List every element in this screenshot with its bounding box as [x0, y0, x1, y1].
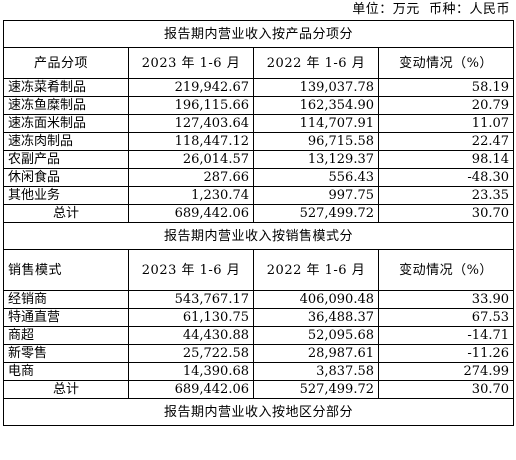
change-pct: -11.26: [377, 344, 515, 363]
header-cell: 2023 年 1-6 月: [128, 47, 254, 79]
header-cell: 2023 年 1-6 月: [128, 249, 254, 291]
section-title-row: 报告期内营业收入按产品分项分: [2, 20, 515, 48]
value-2023: 25,722.58: [128, 344, 254, 363]
value-2022: 3,837.58: [253, 362, 379, 381]
change-pct: 274.99: [377, 362, 515, 381]
total-row: 总计 689,442.06 527,499.72 30.70: [3, 380, 515, 399]
table-row: 速冻肉制品 118,447.12 96,715.58 22.47: [3, 132, 515, 151]
total-change-pct: 30.70: [377, 204, 515, 223]
table-row: 速冻面米制品 127,403.64 114,707.91 11.07: [3, 114, 515, 133]
value-2022: 13,129.37: [253, 150, 379, 169]
value-2023: 219,942.67: [128, 78, 254, 97]
value-2022: 52,095.68: [253, 326, 379, 345]
header-row: 产品分项 2023 年 1-6 月 2022 年 1-6 月 变动情况（%）: [3, 47, 515, 79]
change-pct: -48.30: [377, 168, 515, 187]
total-2022: 527,499.72: [253, 380, 379, 399]
currency-label: 币种：人民币: [428, 2, 510, 17]
table-row: 速冻菜肴制品 219,942.67 139,037.78 58.19: [3, 78, 515, 97]
value-2022: 997.75: [253, 186, 379, 205]
row-label: 休闲食品: [3, 168, 129, 187]
header-cell: 变动情况（%）: [377, 47, 515, 79]
value-2022: 406,090.48: [253, 290, 379, 309]
row-label: 速冻菜肴制品: [3, 78, 129, 97]
value-2022: 114,707.91: [253, 114, 379, 133]
total-change-pct: 30.70: [377, 380, 515, 399]
value-2023: 44,430.88: [128, 326, 254, 345]
total-label: 总计: [3, 204, 129, 223]
row-label: 特通直营: [3, 308, 129, 327]
total-label: 总计: [3, 380, 129, 399]
table-row: 特通直营 61,130.75 36,488.37 67.53: [3, 308, 515, 327]
value-2023: 287.66: [128, 168, 254, 187]
row-label: 速冻肉制品: [3, 132, 129, 151]
value-2022: 556.43: [253, 168, 379, 187]
section-title-sales: 报告期内营业收入按销售模式分: [2, 222, 515, 250]
row-label: 商超: [3, 326, 129, 345]
table-row: 农副产品 26,014.57 13,129.37 98.14: [3, 150, 515, 169]
table-row: 新零售 25,722.58 28,987.61 -11.26: [3, 344, 515, 363]
row-label: 速冻鱼糜制品: [3, 96, 129, 115]
total-row: 总计 689,442.06 527,499.72 30.70: [3, 204, 515, 223]
row-label: 其他业务: [3, 186, 129, 205]
value-2023: 1,230.74: [128, 186, 254, 205]
table-row: 电商 14,390.68 3,837.58 274.99: [3, 362, 515, 381]
row-label: 电商: [3, 362, 129, 381]
table-row: 休闲食品 287.66 556.43 -48.30: [3, 168, 515, 187]
header-cell: 变动情况（%）: [377, 249, 515, 291]
section-title-region: 报告期内营业收入按地区分部分: [2, 398, 515, 426]
table-row: 经销商 543,767.17 406,090.48 33.90: [3, 290, 515, 309]
unit-line: 单位：万元 币种：人民币: [352, 0, 510, 22]
change-pct: -14.71: [377, 326, 515, 345]
revenue-table: 报告期内营业收入按产品分项分 产品分项 2023 年 1-6 月 2022 年 …: [2, 20, 515, 426]
header-cell: 产品分项: [3, 47, 129, 79]
change-pct: 20.79: [377, 96, 515, 115]
value-2023: 61,130.75: [128, 308, 254, 327]
header-cell: 2022 年 1-6 月: [253, 47, 379, 79]
value-2022: 36,488.37: [253, 308, 379, 327]
row-label: 农副产品: [3, 150, 129, 169]
row-label: 新零售: [3, 344, 129, 363]
value-2022: 96,715.58: [253, 132, 379, 151]
change-pct: 22.47: [377, 132, 515, 151]
value-2023: 196,115.66: [128, 96, 254, 115]
header-row: 销售模式 2023 年 1-6 月 2022 年 1-6 月 变动情况（%）: [3, 249, 515, 291]
value-2022: 162,354.90: [253, 96, 379, 115]
header-cell: 销售模式: [3, 249, 129, 291]
total-2022: 527,499.72: [253, 204, 379, 223]
change-pct: 58.19: [377, 78, 515, 97]
total-2023: 689,442.06: [128, 380, 254, 399]
change-pct: 23.35: [377, 186, 515, 205]
header-cell: 2022 年 1-6 月: [253, 249, 379, 291]
section-title-row: 报告期内营业收入按地区分部分: [2, 398, 515, 426]
value-2023: 118,447.12: [128, 132, 254, 151]
total-2023: 689,442.06: [128, 204, 254, 223]
change-pct: 98.14: [377, 150, 515, 169]
value-2023: 26,014.57: [128, 150, 254, 169]
change-pct: 33.90: [377, 290, 515, 309]
value-2023: 543,767.17: [128, 290, 254, 309]
value-2022: 28,987.61: [253, 344, 379, 363]
table-row: 速冻鱼糜制品 196,115.66 162,354.90 20.79: [3, 96, 515, 115]
value-2023: 14,390.68: [128, 362, 254, 381]
section-title-row: 报告期内营业收入按销售模式分: [2, 222, 515, 250]
value-2022: 139,037.78: [253, 78, 379, 97]
row-label: 经销商: [3, 290, 129, 309]
value-2023: 127,403.64: [128, 114, 254, 133]
section-title-product: 报告期内营业收入按产品分项分: [2, 20, 515, 48]
table-row: 商超 44,430.88 52,095.68 -14.71: [3, 326, 515, 345]
row-label: 速冻面米制品: [3, 114, 129, 133]
unit-label: 单位：万元: [352, 2, 420, 17]
change-pct: 11.07: [377, 114, 515, 133]
table-row: 其他业务 1,230.74 997.75 23.35: [3, 186, 515, 205]
change-pct: 67.53: [377, 308, 515, 327]
